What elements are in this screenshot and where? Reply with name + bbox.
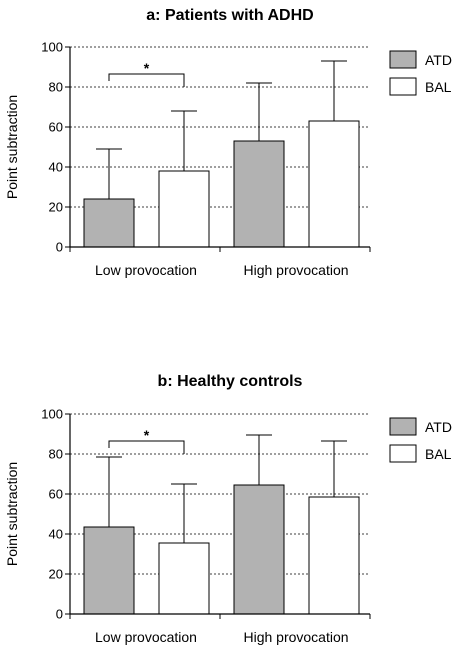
significance-bracket	[108, 440, 185, 454]
chart-title: a: Patients with ADHD	[146, 7, 313, 24]
legend-swatch-bal	[389, 444, 417, 463]
y-tick-label: 0	[56, 240, 63, 255]
legend-swatch-atd	[389, 50, 417, 69]
y-axis-label: Point subtraction	[4, 95, 20, 199]
legend-label-atd: ATD	[425, 52, 452, 68]
y-tick-label: 0	[56, 607, 63, 622]
legend-swatch-atd	[389, 417, 417, 436]
significance-star: *	[144, 427, 150, 443]
significance-bracket	[108, 73, 185, 87]
legend-label-bal: BAL	[425, 446, 452, 462]
y-tick-label: 100	[41, 407, 63, 422]
bar-bal-1	[308, 120, 360, 248]
x-tick-label: High provocation	[243, 629, 348, 645]
legend-swatch-bal	[389, 77, 417, 96]
y-tick-label: 40	[49, 527, 63, 542]
chart-panel-a: a: Patients with ADHD Point subtraction * 0…	[4, 7, 452, 278]
bar-bal-0	[158, 170, 210, 248]
bar-bal-1	[308, 496, 360, 615]
x-tick-label: Low provocation	[95, 629, 197, 645]
y-tick-label: 100	[41, 40, 63, 55]
bar-atd-1	[233, 140, 285, 248]
y-tick-label: 20	[49, 200, 63, 215]
chart-panel-b: b: Healthy controls Point subtraction * 0 20…	[4, 373, 452, 645]
y-tick-label: 40	[49, 160, 63, 175]
legend-label-bal: BAL	[425, 79, 452, 95]
bar-atd-0	[83, 526, 135, 615]
y-tick-label: 20	[49, 567, 63, 582]
bar-bal-0	[158, 542, 210, 615]
y-tick-label: 60	[49, 120, 63, 135]
bar-atd-1	[233, 484, 285, 615]
y-axis-label: Point subtraction	[4, 462, 20, 566]
y-tick-label: 80	[49, 447, 63, 462]
chart-title: b: Healthy controls	[158, 373, 303, 390]
significance-star: *	[144, 60, 150, 76]
x-tick-label: Low provocation	[95, 262, 197, 278]
y-tick-label: 80	[49, 80, 63, 95]
bar-atd-0	[83, 198, 135, 248]
x-tick-label: High provocation	[243, 262, 348, 278]
y-tick-label: 60	[49, 487, 63, 502]
legend-label-atd: ATD	[425, 419, 452, 435]
